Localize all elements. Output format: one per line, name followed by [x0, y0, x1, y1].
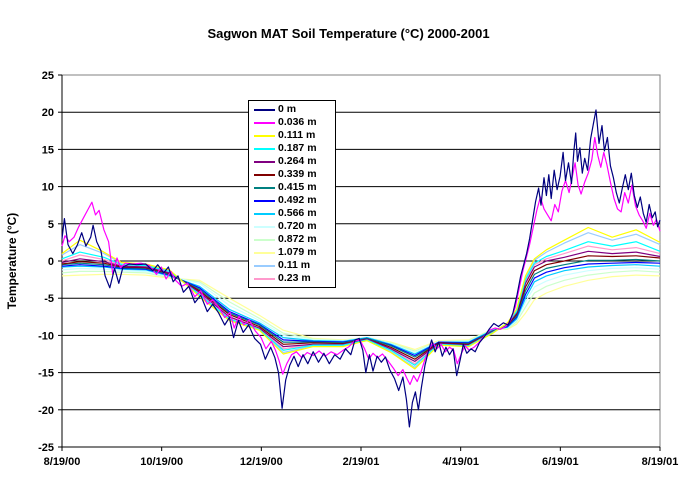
x-tick-label: 10/19/00 [140, 456, 183, 468]
series-line-0.872m [61, 270, 661, 352]
series-line-1.079m [61, 273, 661, 351]
legend-label: 0.264 m [278, 155, 317, 167]
series-line-0.036m [61, 136, 661, 386]
legend-label: 0.492 m [278, 194, 317, 206]
legend-item: 0.23 m [254, 272, 335, 285]
legend-item: 0.036 m [254, 116, 335, 129]
legend-label: 0 m [278, 103, 297, 115]
legend-line-swatch [254, 225, 275, 228]
legend-line-swatch [254, 186, 275, 189]
x-tick-label: 8/19/01 [642, 456, 679, 468]
y-tick-label: 25 [42, 70, 54, 82]
legend-label: 0.23 m [278, 272, 311, 284]
series-line-0.187m [61, 241, 661, 366]
series-line-0m [61, 109, 661, 428]
y-tick-label: -10 [38, 330, 54, 342]
series-line-0.720m [61, 267, 661, 354]
legend-label: 0.720 m [278, 220, 317, 232]
legend-item: 0.415 m [254, 181, 335, 194]
legend-line-swatch [254, 277, 275, 280]
legend-line-swatch [254, 264, 275, 267]
y-tick-label: -5 [44, 293, 54, 305]
legend-item: 0 m [254, 103, 335, 116]
y-tick-label: 15 [42, 144, 54, 156]
legend: 0 m 0.036 m 0.111 m 0.187 m 0.264 m 0.339 m 0.… [248, 100, 336, 288]
legend-label: 1.079 m [278, 246, 317, 258]
legend-line-swatch [254, 212, 275, 215]
legend-label: 0.11 m [278, 259, 311, 271]
series-line-0.339m [61, 255, 661, 360]
legend-line-swatch [254, 160, 275, 163]
x-tick-label: 6/19/01 [542, 456, 579, 468]
legend-label: 0.036 m [278, 116, 317, 128]
y-tick-label: 20 [42, 107, 54, 119]
x-tick-label: 2/19/01 [343, 456, 380, 468]
legend-line-swatch [254, 251, 275, 254]
y-tick-label: -20 [38, 405, 54, 417]
legend-line-swatch [254, 173, 275, 176]
y-tick-label: -15 [38, 368, 54, 380]
legend-label: 0.339 m [278, 168, 317, 180]
legend-item: 0.11 m [254, 259, 335, 272]
y-tick-label: 0 [48, 256, 54, 268]
legend-item: 1.079 m [254, 246, 335, 259]
legend-line-swatch [254, 108, 275, 111]
legend-label: 0.415 m [278, 181, 317, 193]
legend-item: 0.111 m [254, 129, 335, 142]
legend-item: 0.566 m [254, 207, 335, 220]
x-tick-label: 4/19/01 [442, 456, 479, 468]
x-tick-label: 12/19/00 [240, 456, 283, 468]
legend-item: 0.720 m [254, 220, 335, 233]
y-tick-label: -25 [38, 442, 54, 454]
x-tick-label: 8/19/00 [44, 456, 81, 468]
chart-title: Sagwon MAT Soil Temperature (°C) 2000-20… [207, 26, 490, 41]
legend-item: 0.492 m [254, 194, 335, 207]
series-line-0.111m [61, 226, 661, 370]
legend-line-swatch [254, 199, 275, 202]
legend-line-swatch [254, 238, 275, 241]
legend-item: 0.872 m [254, 233, 335, 246]
legend-label: 0.187 m [278, 142, 317, 154]
legend-line-swatch [254, 134, 275, 137]
legend-item: 0.264 m [254, 155, 335, 168]
series-line-0.11m [61, 232, 661, 368]
legend-label: 0.872 m [278, 233, 317, 245]
series-line-0.415m [61, 258, 661, 358]
legend-label: 0.111 m [278, 129, 316, 141]
series-line-0.264m [61, 250, 661, 362]
y-tick-label: 5 [48, 219, 54, 231]
legend-line-swatch [254, 147, 275, 150]
legend-line-swatch [254, 121, 275, 124]
series-line-0.23m [61, 245, 661, 365]
legend-item: 0.187 m [254, 142, 335, 155]
y-tick-label: 10 [42, 182, 54, 194]
legend-label: 0.566 m [278, 207, 317, 219]
legend-item: 0.339 m [254, 168, 335, 181]
